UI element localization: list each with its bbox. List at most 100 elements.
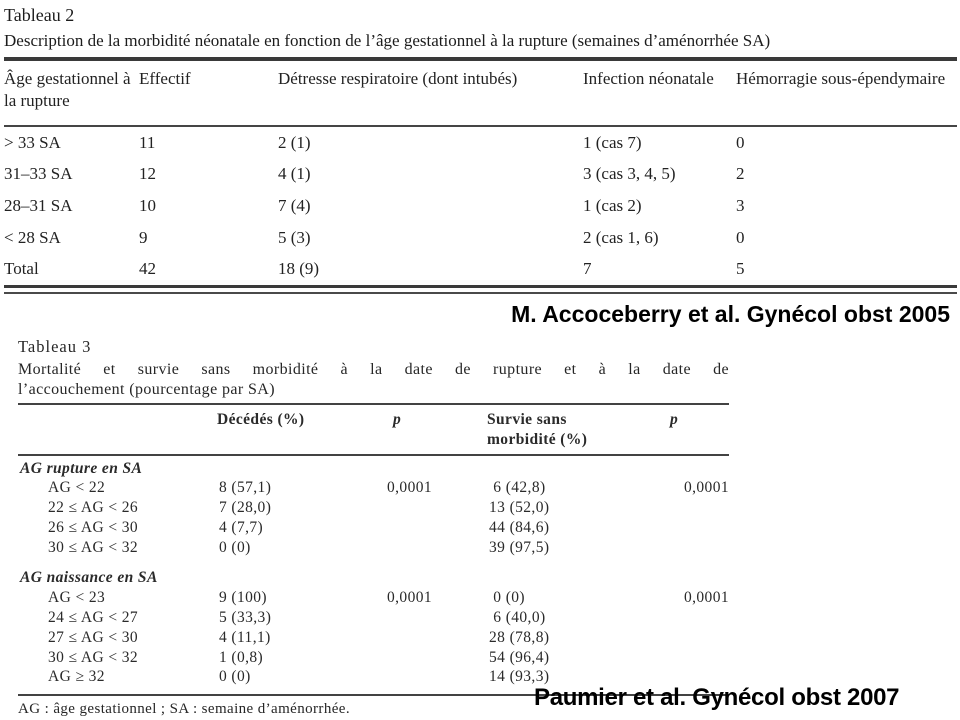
cell-p2 (664, 608, 729, 628)
cell-label: 27 ≤ AG < 30 (48, 629, 139, 646)
caption-line-1: Mortalité et survie sans morbidité à la … (18, 361, 729, 378)
cell-p1 (387, 628, 485, 648)
cell-label: 30 ≤ AG < 32 (48, 539, 139, 556)
cell-decedes: 9 (100) (219, 589, 267, 606)
cell-effectif: 11 (139, 132, 156, 152)
cell-p2 (664, 498, 729, 518)
cell-infection: 7 (583, 259, 592, 279)
cell-hemorragie: 0 (736, 132, 745, 152)
tableau-2-section: Tableau 2 Description de la morbidité né… (4, 4, 957, 294)
cell-detresse: 18 (9) (278, 259, 320, 279)
table-row-total: Total 42 18 (9) 7 5 (4, 254, 957, 286)
cell-label: AG ≥ 32 (48, 668, 105, 685)
cell-p1 (387, 608, 485, 628)
tableau-3-caption: Mortalité et survie sans morbidité à la … (18, 360, 729, 400)
cell-label: 26 ≤ AG < 30 (48, 519, 139, 536)
cell-age: Total (4, 259, 39, 279)
col-header-infection: Infection néonatale (583, 59, 736, 127)
tableau-2-caption: Description de la morbidité néonatale en… (4, 31, 771, 50)
cell-effectif: 12 (139, 164, 156, 183)
tableau-2-table-wrap: Âge gestationnel à la rupture Effectif D… (4, 57, 957, 294)
table-row: 26 ≤ AG < 30 4 (7,7) 44 (84,6) (18, 518, 729, 538)
tableau-2-label: Tableau 2 (4, 5, 75, 25)
cell-infection: 2 (cas 1, 6) (583, 228, 659, 247)
tableau-3-footnote: AG : âge gestationnel ; SA : semaine d’a… (18, 701, 350, 717)
table-row: 30 ≤ AG < 32 1 (0,8) 54 (96,4) (18, 648, 729, 668)
cell-survie: 14 (93,3) (489, 668, 550, 685)
section-header-row: AG naissance en SA (18, 568, 729, 588)
table-row: 28–31 SA 10 7 (4) 1 (cas 2) 3 (4, 190, 957, 222)
cell-age: > 33 SA (4, 132, 61, 152)
cell-p1 (387, 498, 485, 518)
table-row: AG ≥ 32 0 (0) 14 (93,3) (18, 668, 729, 695)
cell-p2: 0,0001 (683, 479, 729, 496)
cell-survie: 13 (52,0) (489, 499, 550, 516)
col-header-hemorragie: Hémorragie sous-épendymaire (736, 59, 957, 127)
cell-decedes: 5 (33,3) (219, 609, 272, 626)
cell-p2 (664, 648, 729, 668)
cell-decedes: 4 (7,7) (219, 519, 264, 536)
cell-survie: 6 (40,0) (489, 609, 546, 626)
cell-hemorragie: 0 (736, 228, 745, 247)
cell-detresse: 5 (3) (278, 228, 311, 247)
cell-age: 31–33 SA (4, 164, 73, 183)
cell-label: 24 ≤ AG < 27 (48, 609, 139, 626)
cell-decedes: 0 (0) (219, 539, 251, 556)
col-header-empty (18, 404, 215, 456)
tableau-3-label: Tableau 3 (18, 337, 92, 356)
cell-survie: 44 (84,6) (489, 519, 550, 536)
col-header-survie-text: Survie sans morbidité (%) (487, 411, 588, 448)
cell-effectif: 9 (139, 228, 148, 247)
cell-effectif: 42 (139, 259, 156, 279)
cell-p2: 0,0001 (683, 589, 729, 606)
cell-label: AG < 22 (48, 479, 106, 496)
cell-infection: 1 (cas 7) (583, 132, 642, 152)
cell-p1 (387, 518, 485, 538)
cell-decedes: 4 (11,1) (219, 629, 271, 646)
table-row: < 28 SA 9 5 (3) 2 (cas 1, 6) 0 (4, 222, 957, 254)
cell-label: 30 ≤ AG < 32 (48, 649, 139, 666)
cell-p1: 0,0001 (387, 479, 433, 496)
table-header-row: Âge gestationnel à la rupture Effectif D… (4, 59, 957, 127)
section-header-naissance: AG naissance en SA (20, 569, 158, 586)
citation-accoceberry: M. Accoceberry et al. Gynécol obst 2005 (511, 301, 950, 327)
cell-p1 (387, 648, 485, 668)
table-header-row: Décédés (%) p Survie sans morbidité (%) … (18, 404, 729, 456)
cell-survie: 28 (78,8) (489, 629, 550, 646)
cell-survie: 39 (97,5) (489, 539, 550, 556)
cell-detresse: 4 (1) (278, 164, 311, 183)
cell-decedes: 7 (28,0) (219, 499, 272, 516)
cell-p2 (664, 538, 729, 558)
cell-survie: 0 (0) (489, 589, 525, 606)
cell-p2 (664, 628, 729, 648)
table-row: 22 ≤ AG < 26 7 (28,0) 13 (52,0) (18, 498, 729, 518)
table-row: 24 ≤ AG < 27 5 (33,3) 6 (40,0) (18, 608, 729, 628)
col-header-p1: p (387, 404, 485, 456)
cell-survie: 54 (96,4) (489, 649, 550, 666)
tableau-3-section: Tableau 3 Mortalité et survie sans morbi… (18, 337, 729, 719)
table-row: AG < 22 8 (57,1) 0,0001 6 (42,8) 0,0001 (18, 478, 729, 498)
cell-infection: 1 (cas 2) (583, 196, 642, 215)
table-row: 30 ≤ AG < 32 0 (0) 39 (97,5) (18, 538, 729, 558)
cell-survie: 6 (42,8) (489, 479, 546, 496)
col-header-survie: Survie sans morbidité (%) (485, 404, 664, 456)
cell-age: 28–31 SA (4, 196, 73, 215)
cell-p1 (387, 538, 485, 558)
table-row: 27 ≤ AG < 30 4 (11,1) 28 (78,8) (18, 628, 729, 648)
cell-infection: 3 (cas 3, 4, 5) (583, 164, 676, 183)
table-row: > 33 SA 11 2 (1) 1 (cas 7) 0 (4, 126, 957, 158)
cell-decedes: 1 (0,8) (219, 649, 264, 666)
section-header-row: AG rupture en SA (18, 455, 729, 478)
cell-label: 22 ≤ AG < 26 (48, 499, 139, 516)
table-row: AG < 23 9 (100) 0,0001 0 (0) 0,0001 (18, 588, 729, 608)
col-header-detresse: Détresse respiratoire (dont intubés) (278, 59, 583, 127)
tableau-3-table: Décédés (%) p Survie sans morbidité (%) … (18, 403, 729, 696)
cell-p1 (387, 668, 485, 695)
col-header-age: Âge gestationnel à la rupture (4, 59, 139, 127)
caption-line-2: l’accouchement (pourcentage par SA) (18, 381, 275, 398)
cell-hemorragie: 2 (736, 164, 745, 183)
col-header-p2: p (664, 404, 729, 456)
cell-decedes: 0 (0) (219, 668, 251, 685)
section-header-rupture: AG rupture en SA (20, 460, 143, 477)
